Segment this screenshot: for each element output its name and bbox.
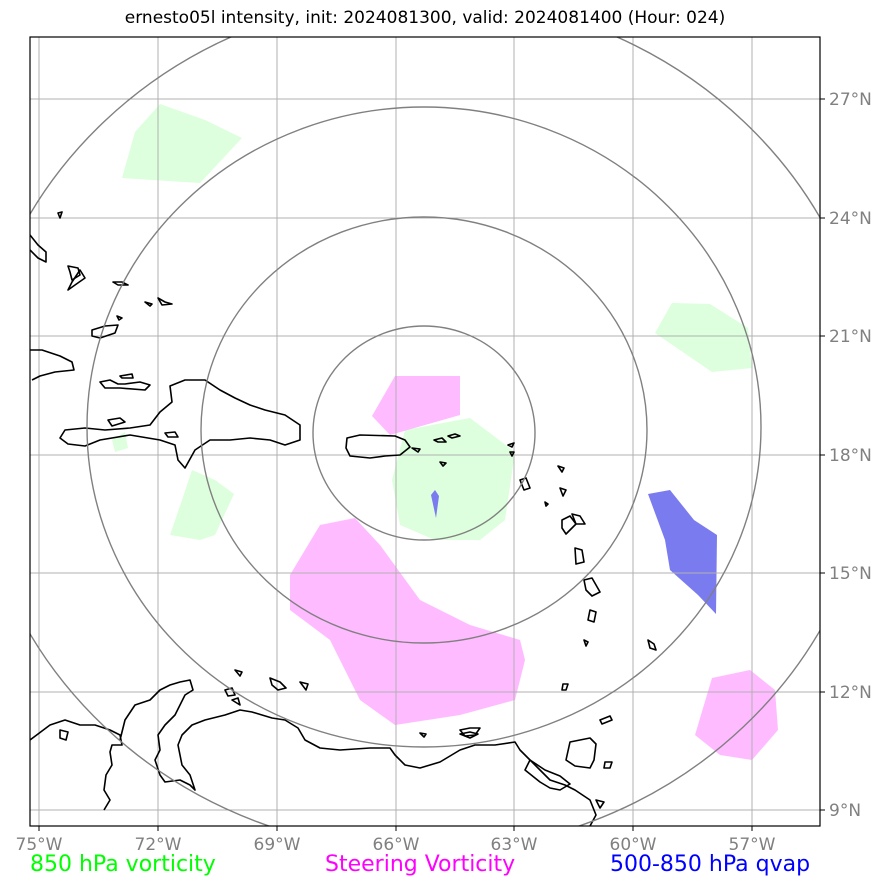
coast-caicos [99, 379, 151, 391]
coast-lesser-antilles [507, 442, 657, 769]
coast-virgin-islands [411, 433, 461, 467]
map-frame [29, 36, 821, 827]
lon-tick-label: 60°W [610, 835, 657, 855]
coast-south-america [30, 677, 597, 826]
lat-tick-label: 9°N [829, 801, 861, 821]
legend-qvap: 500-850 hPa qvap [610, 852, 811, 877]
coast-puerto-rico [345, 434, 411, 459]
steering-vorticity-region [290, 518, 525, 725]
coast-cuba-east [30, 349, 75, 381]
lon-tick-label: 72°W [135, 835, 182, 855]
qvap-region [431, 490, 439, 518]
vorticity-850-region [655, 303, 752, 372]
qvap-regions [431, 490, 717, 614]
lat-tick-label: 12°N [829, 683, 872, 703]
coast-hispaniola [59, 379, 301, 469]
vorticity-850-regions [112, 104, 752, 540]
coast-bahamas-2 [67, 265, 81, 281]
vorticity-850-region [392, 418, 515, 540]
coast-bahamas-4 [112, 281, 129, 286]
coast-inagua [119, 373, 134, 379]
coast-turks-2 [116, 315, 123, 321]
lon-tick-label: 75°W [16, 835, 63, 855]
coast-trinidad [565, 737, 597, 769]
map-title: ernesto05l intensity, init: 2024081300, … [124, 8, 726, 28]
distance-ring-1 [312, 325, 536, 541]
legend-vorticity-850: 850 hPa vorticity [30, 852, 216, 877]
steering-vorticity-region [372, 376, 460, 435]
lat-tick-label: 15°N [829, 564, 872, 584]
lon-tick-label: 63°W [491, 835, 538, 855]
qvap-region [648, 490, 717, 614]
coast-tortuga [107, 417, 126, 427]
distance-ring-2 [200, 216, 648, 644]
coast-venezuela-east [524, 759, 571, 791]
tick-marks [38, 98, 825, 831]
coast-bahamas-1 [30, 234, 47, 263]
steering-vorticity-region [695, 670, 778, 760]
coast-curacao [234, 669, 243, 677]
lat-tick-label: 18°N [829, 446, 872, 466]
coast-bahamas-3 [67, 269, 86, 291]
coast-tobago [595, 799, 605, 809]
coastlines [30, 211, 657, 826]
coast-bahamas-6 [157, 297, 173, 306]
map-gridlines [30, 37, 820, 826]
vorticity-850-region [122, 104, 242, 183]
coast-margarita [459, 731, 479, 739]
coast-bahamas-7 [57, 211, 63, 219]
lat-tick-label: 24°N [829, 209, 872, 229]
coast-bahamas-5 [144, 301, 153, 307]
coast-gonave [164, 431, 179, 438]
lon-tick-label: 69°W [254, 835, 301, 855]
lon-tick-label: 57°W [729, 835, 776, 855]
vorticity-850-region [170, 470, 234, 540]
lon-tick-label: 66°W [373, 835, 420, 855]
distance-rings [30, 37, 820, 826]
lat-tick-label: 27°N [829, 90, 872, 110]
coast-turks-1 [91, 324, 119, 339]
lon-tick-labels: 75°W 72°W 69°W 66°W 63°W 60°W 57°W [16, 835, 776, 855]
lat-tick-labels: 27°N 24°N 21°N 18°N 15°N 12°N 9°N [829, 90, 872, 821]
vorticity-850-region [112, 432, 128, 452]
lat-tick-label: 21°N [829, 327, 872, 347]
legend-steering-vorticity: Steering Vorticity [325, 852, 516, 877]
distance-ring-3 [86, 106, 762, 748]
